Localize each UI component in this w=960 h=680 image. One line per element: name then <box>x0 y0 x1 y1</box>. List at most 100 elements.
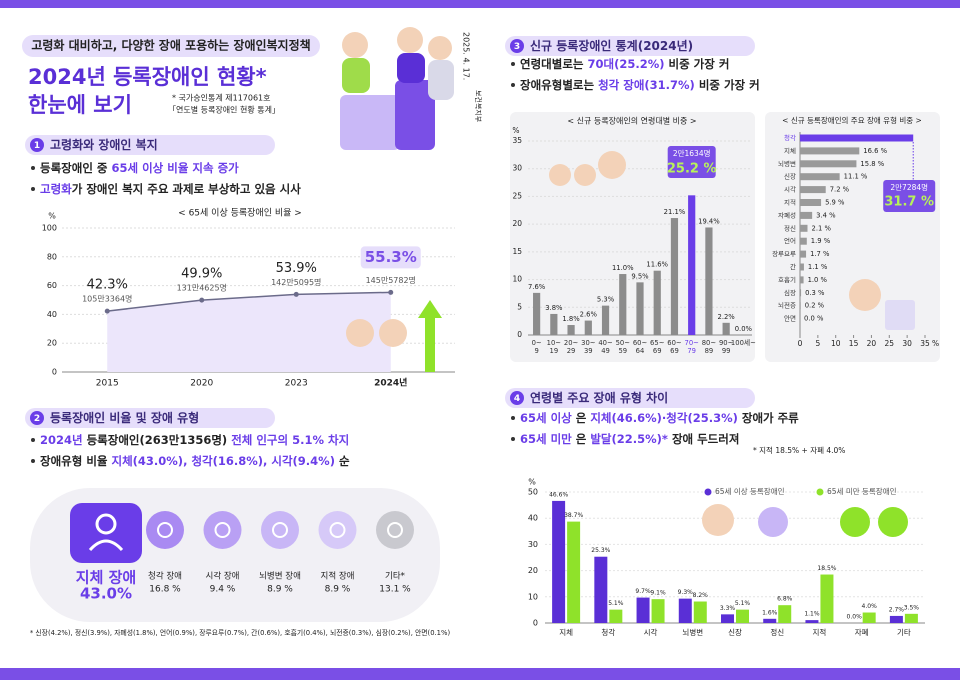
bar <box>800 160 857 168</box>
type-icon <box>261 511 299 549</box>
type-icon <box>146 511 184 549</box>
value-label: 7.2 % <box>830 186 850 194</box>
bar <box>533 292 541 335</box>
section-badge-number: 2 <box>34 414 40 424</box>
y-tick-label: 5 <box>517 302 522 311</box>
bullet-dot <box>511 83 515 87</box>
bar <box>800 134 914 142</box>
x-tick-label-part: 69 <box>653 347 662 355</box>
value-label: 11.0% <box>612 264 634 272</box>
y-tick-label: 20 <box>47 339 57 348</box>
x-tick-label-part: 29 <box>567 347 576 355</box>
bar <box>594 556 608 623</box>
bar <box>584 320 592 335</box>
value-label: 0.2 % <box>805 302 825 310</box>
value-label: 2.6% <box>580 311 598 319</box>
type-icon <box>318 511 357 549</box>
value-label: 5.3% <box>597 296 615 304</box>
x-tick-label-part: 40~ <box>598 339 612 347</box>
axis-unit: % <box>48 212 56 221</box>
value-label: 9.5% <box>631 272 649 280</box>
y-tick-label: 100 <box>42 224 57 233</box>
point-annotation: 142만5095명 <box>271 277 321 287</box>
value-label: 55.3% <box>365 248 417 266</box>
callout-box <box>667 146 716 178</box>
x-tick-label-part: 0~ <box>532 339 542 347</box>
x-tick-label: 25 <box>885 339 895 348</box>
x-tick-label-part: 30~ <box>581 339 595 347</box>
section-heading-pill <box>25 408 275 428</box>
callout-text: 2만1634명 <box>673 148 711 158</box>
x-tick-label: 80~ 89 <box>702 339 716 355</box>
person-decoration <box>849 279 881 311</box>
legend-label: 65세 미만 등록장애인 <box>827 486 897 496</box>
value-label: 9.1% <box>650 590 666 597</box>
bullet-part: 전체 인구의 5.1% 차지 <box>231 433 349 447</box>
x-tick-label-part: 90~ <box>719 339 733 347</box>
bar <box>601 305 610 335</box>
y-tick-label: 0 <box>533 619 538 628</box>
line <box>107 291 391 312</box>
value-label: 9.3% <box>678 589 694 596</box>
top-bar <box>0 0 960 8</box>
callout-text: 2만7284명 <box>890 182 928 192</box>
x-tick-label: 100세~ <box>731 338 756 347</box>
bullet-part: 은 <box>572 411 591 425</box>
x-tick-label-part: 80~ <box>702 339 716 347</box>
y-tick-label: 60 <box>47 281 57 290</box>
icon-decoration <box>840 507 870 537</box>
value-label: 5.1% <box>608 600 624 607</box>
x-tick-label-part: 50~ <box>616 339 630 347</box>
value-label: 1.1% <box>804 611 820 618</box>
bullet-dot <box>31 459 35 463</box>
value-label: 1.9 % <box>811 237 831 245</box>
x-tick-label: 60~ 69 <box>667 339 681 355</box>
bar <box>800 224 808 232</box>
bar <box>800 250 807 258</box>
section-heading: 고령화와 장애인 복지 <box>50 137 158 152</box>
bullet-dot <box>31 187 35 191</box>
bar <box>800 263 804 271</box>
x-tick-label: 15 <box>849 339 859 348</box>
bar <box>678 598 692 623</box>
value-label: 8.2% <box>693 592 709 599</box>
x-tick-label-part: 70~ <box>685 339 699 347</box>
type-value: 8.9 % <box>325 585 351 595</box>
bar <box>889 615 903 623</box>
x-tick-label: 10 <box>831 339 841 348</box>
bullet: 연령대별로는 70대(25.2%) 비중 가장 커 <box>520 57 729 71</box>
bar <box>862 612 876 623</box>
type-name: 지체 장애 <box>76 569 136 587</box>
icon-glyph <box>88 539 124 552</box>
type-name: 뇌병변 장애 <box>259 571 301 582</box>
point-annotation: 105만3364명 <box>82 294 132 304</box>
point <box>104 308 110 314</box>
bar <box>567 521 581 623</box>
section-heading-pill <box>505 388 755 408</box>
bullet-part: 등록장애인 중 <box>40 161 112 175</box>
bar <box>800 186 826 194</box>
x-tick-label-part: 59 <box>618 347 627 355</box>
value-label: 11.1 % <box>844 173 868 181</box>
x-tick-label: 2024년 <box>374 377 407 389</box>
bar <box>721 614 734 623</box>
value-label: 9.7% <box>635 588 651 595</box>
point-annotation: 145만5782명 <box>366 275 416 285</box>
person-decoration <box>598 151 626 179</box>
header-illustration <box>340 27 454 150</box>
x-tick-label-part: 19 <box>550 347 559 355</box>
y-tick-label: 40 <box>528 514 538 523</box>
x-tick-label-part: 64 <box>636 347 645 355</box>
bullet-dot <box>31 166 35 170</box>
value-label: 25.3% <box>591 547 610 554</box>
x-tick-label: 20~ 29 <box>564 339 578 355</box>
chart-title: < 신규 등록장애인의 연령대별 비중 > <box>567 116 696 126</box>
bar <box>636 282 644 335</box>
x-tick-label: 60~ 64 <box>633 339 647 355</box>
chart-title: < 신규 등록장애인의 주요 장애 유형 비중 > <box>782 115 922 125</box>
icon-glyph <box>329 522 346 538</box>
value-label: 4.0% <box>862 603 878 610</box>
y-tick-label: 20 <box>512 219 522 228</box>
section-badge <box>510 39 524 53</box>
